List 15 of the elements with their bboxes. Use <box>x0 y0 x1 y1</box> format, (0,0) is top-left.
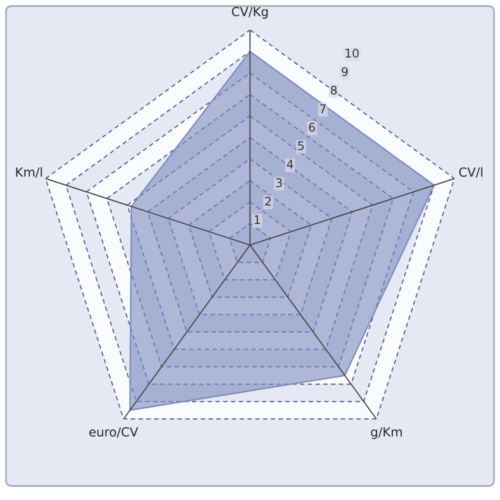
y-tick-label: 7 <box>320 104 326 114</box>
y-tick-label: 6 <box>308 122 315 132</box>
spoke-label: CV/l <box>459 167 482 178</box>
y-tick-label: 2 <box>265 196 271 206</box>
spoke-label: euro/CV <box>89 427 138 438</box>
y-tick-label: 4 <box>286 160 294 169</box>
y-tick-label: 1 <box>254 215 260 224</box>
y-tick-label: 10 <box>346 48 359 58</box>
y-tick-label: 8 <box>330 86 337 95</box>
y-tick-label: 3 <box>276 178 282 188</box>
spoke-label: CV/Kg <box>232 6 268 19</box>
y-tick-label: 9 <box>342 67 348 76</box>
spoke-label: g/Km <box>371 427 402 440</box>
spoke-label: Km/l <box>16 167 42 178</box>
y-tick-label: 5 <box>298 141 304 150</box>
